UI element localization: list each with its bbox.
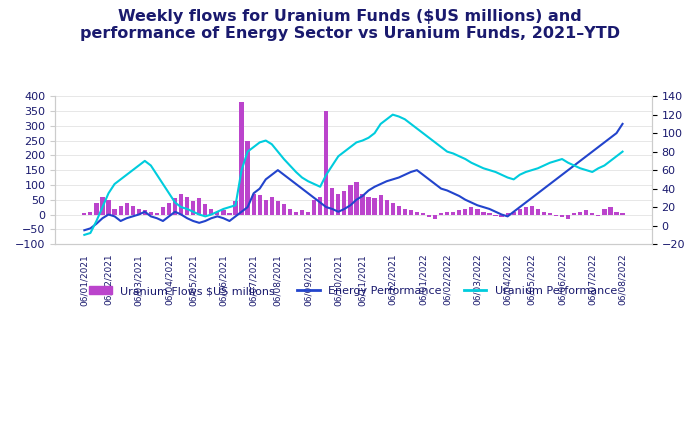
Bar <box>251 194 256 215</box>
Bar <box>131 206 135 215</box>
Bar <box>197 198 202 215</box>
Bar <box>209 209 214 215</box>
Text: Weekly flows for Uranium Funds ($US millions) and
performance of Energy Sector v: Weekly flows for Uranium Funds ($US mill… <box>80 8 620 41</box>
Bar <box>336 194 340 215</box>
Bar <box>427 215 431 218</box>
Bar <box>88 212 92 215</box>
Bar <box>554 215 558 216</box>
Bar <box>155 213 159 215</box>
Bar <box>324 111 328 215</box>
Bar <box>590 213 594 215</box>
Bar <box>349 185 353 215</box>
Bar <box>82 213 87 215</box>
Bar <box>602 209 606 215</box>
Bar <box>482 212 486 215</box>
Bar <box>397 206 401 215</box>
Bar <box>530 206 534 215</box>
Bar <box>233 201 237 215</box>
Bar <box>494 215 498 216</box>
Bar <box>433 215 438 219</box>
Bar <box>566 215 570 219</box>
Bar <box>505 213 510 215</box>
Bar <box>185 197 189 215</box>
Bar <box>409 210 413 215</box>
Bar <box>524 207 528 215</box>
Bar <box>457 210 461 215</box>
Bar <box>100 197 104 215</box>
Bar <box>246 141 250 215</box>
Bar <box>143 210 147 215</box>
Bar <box>94 203 99 215</box>
Bar <box>596 215 601 216</box>
Bar <box>536 209 540 215</box>
Bar <box>391 203 395 215</box>
Bar <box>439 213 443 215</box>
Bar <box>239 102 244 215</box>
Bar <box>421 213 425 215</box>
Bar <box>167 203 171 215</box>
Bar <box>360 194 365 215</box>
Bar <box>342 191 346 215</box>
Bar <box>125 203 129 215</box>
Bar <box>384 200 388 215</box>
Bar <box>517 209 522 215</box>
Bar <box>173 198 177 215</box>
Bar <box>608 207 612 215</box>
Bar <box>451 212 455 215</box>
Bar <box>191 201 195 215</box>
Bar <box>203 204 207 215</box>
Bar <box>354 182 358 215</box>
Bar <box>282 204 286 215</box>
Bar <box>161 207 165 215</box>
Bar <box>288 209 292 215</box>
Bar <box>584 210 589 215</box>
Bar <box>487 213 491 215</box>
Bar <box>615 212 619 215</box>
Bar <box>179 194 183 215</box>
Bar <box>136 209 141 215</box>
Bar <box>475 209 480 215</box>
Bar <box>330 188 335 215</box>
Bar <box>578 212 582 215</box>
Bar <box>118 206 122 215</box>
Bar <box>372 198 377 215</box>
Bar <box>379 195 383 215</box>
Bar <box>258 195 262 215</box>
Bar <box>469 207 473 215</box>
Bar <box>113 209 117 215</box>
Bar <box>620 213 624 215</box>
Bar <box>216 212 220 215</box>
Bar <box>512 212 516 215</box>
Bar <box>445 212 449 215</box>
Bar <box>402 209 407 215</box>
Bar <box>500 215 504 217</box>
Legend: Uranium Flows $US millions, Energy Performance, Uranium Performance: Uranium Flows $US millions, Energy Perfo… <box>85 282 622 301</box>
Bar <box>542 212 546 215</box>
Bar <box>221 210 225 215</box>
Bar <box>560 215 564 218</box>
Bar <box>270 197 274 215</box>
Bar <box>300 210 304 215</box>
Bar <box>318 197 322 215</box>
Bar <box>463 209 468 215</box>
Bar <box>228 213 232 215</box>
Bar <box>306 212 310 215</box>
Bar <box>264 200 268 215</box>
Bar <box>106 200 111 215</box>
Bar <box>548 213 552 215</box>
Bar <box>148 212 153 215</box>
Bar <box>312 200 316 215</box>
Bar <box>366 197 371 215</box>
Bar <box>572 213 576 215</box>
Bar <box>415 212 419 215</box>
Bar <box>276 201 280 215</box>
Bar <box>294 212 298 215</box>
